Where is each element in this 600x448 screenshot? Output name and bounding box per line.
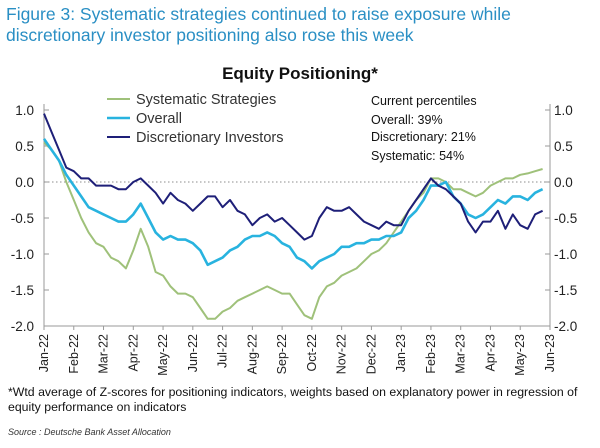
x-tick-label: May-23: [513, 334, 527, 376]
x-tick-label: Mar-22: [97, 334, 111, 374]
y-tick-label: -1.5: [11, 283, 34, 298]
x-tick-label: Mar-23: [454, 334, 468, 374]
y-tick-label-right: -1.0: [554, 247, 577, 262]
x-tick-label: May-22: [156, 334, 170, 376]
x-tick-label: Jan-23: [394, 334, 408, 372]
y-tick-label-right: -1.5: [554, 283, 577, 298]
chart-title: Equity Positioning*: [222, 64, 378, 83]
series-line-discretionary: [43, 113, 544, 241]
y-tick-label-right: 0.0: [554, 175, 573, 190]
percentiles-header: Current percentiles: [371, 94, 477, 108]
x-tick-label: Jun-22: [186, 334, 200, 372]
x-tick-label: Nov-22: [335, 334, 349, 374]
y-tick-label-right: -2.0: [554, 319, 577, 334]
x-tick-label: Jan-22: [37, 334, 51, 372]
axes-group: 1.0 1.0 0.5 0.5 0.0 0.0 -0.5 -0.5 -1.0 -1.0 -1.5 -1…: [11, 103, 578, 376]
y-tick-label: 1.0: [15, 103, 34, 118]
y-tick-label: -0.5: [11, 211, 34, 226]
y-tick-label-right: 1.0: [554, 103, 573, 118]
current-percentiles-box: Current percentiles Overall: 39% Discret…: [371, 94, 477, 163]
x-tick-label: Apr-22: [126, 334, 140, 372]
x-tick-label: Feb-22: [67, 334, 81, 374]
x-tick-label: Jul-22: [216, 334, 230, 368]
percentile-discretionary: Discretionary: 21%: [371, 130, 476, 144]
x-tick-label: Aug-22: [245, 334, 259, 374]
x-tick-label: Jun-23: [543, 334, 557, 372]
source-note: Source : Deutsche Bank Asset Allocation: [8, 427, 171, 437]
legend-label-systematic: Systematic Strategies: [136, 92, 276, 108]
figure-title: Figure 3: Systematic strategies continue…: [6, 4, 511, 45]
y-tick-label: -1.0: [11, 247, 34, 262]
y-tick-label-right: -0.5: [554, 211, 577, 226]
percentile-overall: Overall: 39%: [371, 113, 443, 127]
percentile-systematic: Systematic: 54%: [371, 149, 464, 163]
legend-label-overall: Overall: [136, 111, 182, 127]
x-tick-label: Oct-22: [305, 334, 319, 372]
y-tick-label: 0.5: [15, 139, 34, 154]
series-line-overall: [42, 138, 544, 270]
y-tick-label: 0.0: [15, 175, 34, 190]
legend: Systematic Strategies Overall Discretion…: [107, 92, 283, 146]
y-tick-label: -2.0: [11, 319, 34, 334]
footnote: *Wtd average of Z-scores for positioning…: [8, 385, 578, 414]
x-tick-label: Sep-22: [275, 334, 289, 374]
x-tick-label: Dec-22: [364, 334, 378, 374]
series-line-systematic: [43, 141, 543, 320]
x-tick-label: Apr-23: [483, 334, 497, 372]
x-tick-label: Feb-23: [424, 334, 438, 374]
legend-label-discretionary: Discretionary Investors: [136, 130, 283, 146]
series-group: [42, 113, 544, 320]
y-tick-label-right: 0.5: [554, 139, 573, 154]
